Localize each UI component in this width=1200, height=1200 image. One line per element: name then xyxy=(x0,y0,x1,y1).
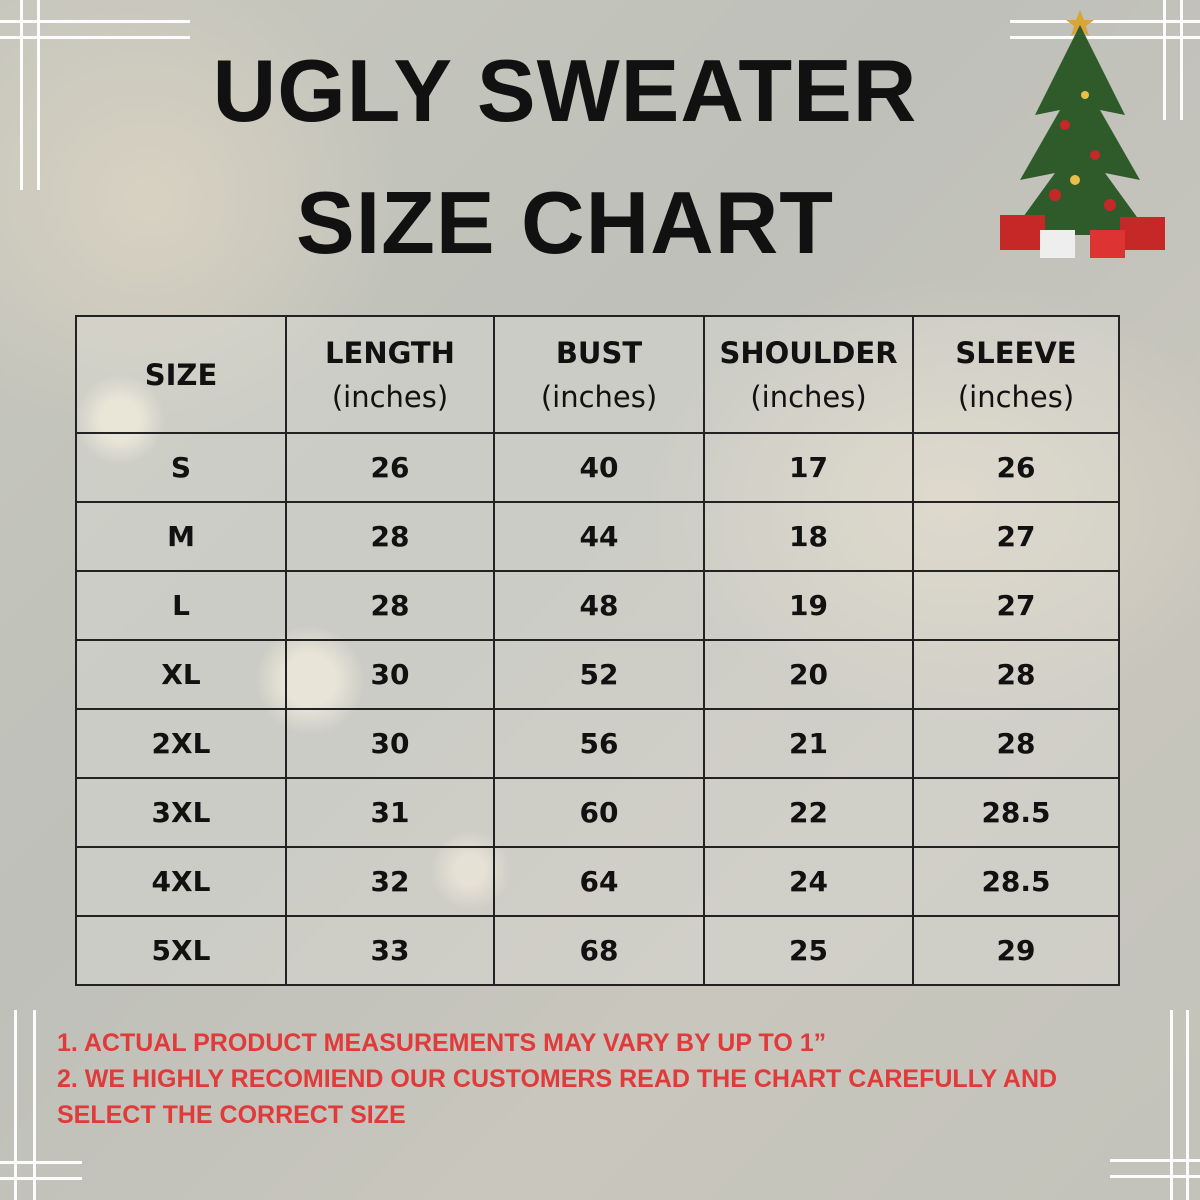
table-cell: 60 xyxy=(493,777,705,848)
note-2: 2. WE HIGHLY RECOMIEND OUR CUSTOMERS REA… xyxy=(57,1065,1058,1129)
table-cell: 4XL xyxy=(75,846,287,917)
table-cell: 32 xyxy=(285,846,495,917)
table-cell: 22 xyxy=(703,777,914,848)
table-cell: 28 xyxy=(285,570,495,641)
table-row: 5XL 33 68 25 29 xyxy=(75,915,1120,986)
table-header-row: SIZE LENGTH (inches) BUST (inches) SHOULDE… xyxy=(75,315,1120,434)
table-cell: 31 xyxy=(285,777,495,848)
table-cell: 33 xyxy=(285,915,495,986)
header-length: LENGTH (inches) xyxy=(285,315,495,434)
table-cell: 64 xyxy=(493,846,705,917)
table-cell: 3XL xyxy=(75,777,287,848)
table-row: M 28 44 18 27 xyxy=(75,501,1120,572)
notes: 1. ACTUAL PRODUCT MEASUREMENTS MAY VARY … xyxy=(57,1025,1107,1133)
header-sleeve: SLEEVE (inches) xyxy=(912,315,1120,434)
table-cell: 26 xyxy=(285,432,495,503)
table-row: 2XL 30 56 21 28 xyxy=(75,708,1120,779)
table-cell: 28 xyxy=(285,501,495,572)
table-cell: 52 xyxy=(493,639,705,710)
table-cell: 20 xyxy=(703,639,914,710)
table-cell: 30 xyxy=(285,708,495,779)
table-cell: XL xyxy=(75,639,287,710)
note-1: 1. ACTUAL PRODUCT MEASUREMENTS MAY VARY … xyxy=(57,1029,827,1057)
table-cell: 48 xyxy=(493,570,705,641)
table-cell: 21 xyxy=(703,708,914,779)
table-cell: 25 xyxy=(703,915,914,986)
table-cell: 29 xyxy=(912,915,1120,986)
table-row: 3XL 31 60 22 28.5 xyxy=(75,777,1120,848)
table-cell: 2XL xyxy=(75,708,287,779)
table-cell: 28.5 xyxy=(912,846,1120,917)
table-cell: 28 xyxy=(912,708,1120,779)
table-row: S 26 40 17 26 xyxy=(75,432,1120,503)
table-cell: 44 xyxy=(493,501,705,572)
table-cell: 56 xyxy=(493,708,705,779)
table-row: L 28 48 19 27 xyxy=(75,570,1120,641)
title-line-1: UGLY SWEATER xyxy=(212,41,918,140)
christmas-tree-icon xyxy=(1000,10,1165,258)
table-cell: 27 xyxy=(912,570,1120,641)
table-cell: 30 xyxy=(285,639,495,710)
table-cell: 40 xyxy=(493,432,705,503)
table-cell: 24 xyxy=(703,846,914,917)
size-chart-table: SIZE LENGTH (inches) BUST (inches) SHOULDE… xyxy=(75,315,1120,986)
table-cell: 17 xyxy=(703,432,914,503)
header-bust: BUST (inches) xyxy=(493,315,705,434)
table-cell: 18 xyxy=(703,501,914,572)
table-cell: 28.5 xyxy=(912,777,1120,848)
table-cell: 5XL xyxy=(75,915,287,986)
table-cell: M xyxy=(75,501,287,572)
header-shoulder: SHOULDER (inches) xyxy=(703,315,914,434)
table-row: XL 30 52 20 28 xyxy=(75,639,1120,710)
title-line-2: SIZE CHART xyxy=(296,173,834,272)
header-size: SIZE xyxy=(75,315,287,434)
table-row: 4XL 32 64 24 28.5 xyxy=(75,846,1120,917)
table-cell: S xyxy=(75,432,287,503)
table-cell: 26 xyxy=(912,432,1120,503)
table-cell: 19 xyxy=(703,570,914,641)
table-cell: 28 xyxy=(912,639,1120,710)
table-cell: 68 xyxy=(493,915,705,986)
table-cell: 27 xyxy=(912,501,1120,572)
table-cell: L xyxy=(75,570,287,641)
